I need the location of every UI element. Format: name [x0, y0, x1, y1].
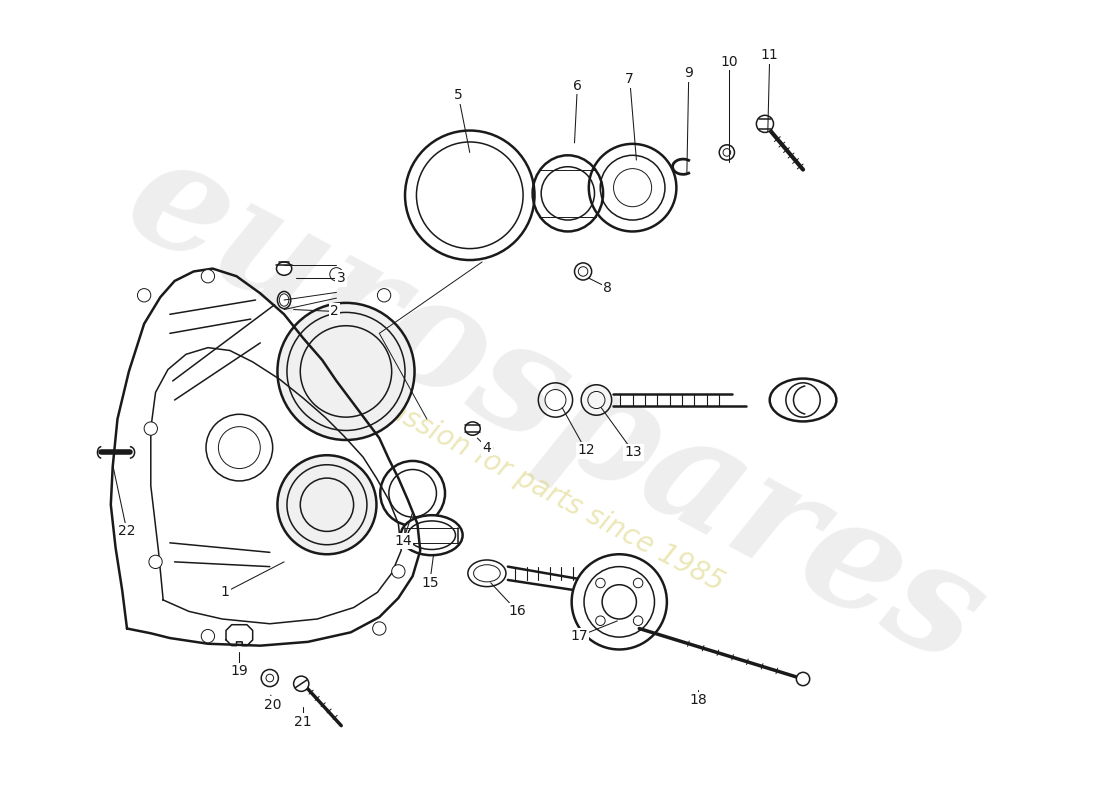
- Text: 3: 3: [337, 271, 345, 285]
- Text: 6: 6: [573, 78, 582, 93]
- Text: 12: 12: [578, 443, 595, 458]
- Text: 17: 17: [571, 629, 588, 643]
- Text: 14: 14: [394, 534, 411, 548]
- Ellipse shape: [770, 378, 836, 422]
- Text: 11: 11: [761, 48, 779, 62]
- Ellipse shape: [465, 422, 481, 435]
- Circle shape: [277, 455, 376, 554]
- Text: 9: 9: [684, 66, 693, 81]
- Text: 18: 18: [690, 693, 707, 707]
- Text: 19: 19: [231, 664, 249, 678]
- Text: eurospares: eurospares: [103, 122, 1008, 698]
- Circle shape: [796, 672, 810, 686]
- Ellipse shape: [276, 262, 292, 275]
- Ellipse shape: [468, 560, 506, 586]
- Circle shape: [373, 622, 386, 635]
- Circle shape: [377, 289, 390, 302]
- Ellipse shape: [277, 291, 290, 309]
- Text: 10: 10: [719, 55, 738, 69]
- Text: 15: 15: [421, 576, 439, 590]
- Text: 4: 4: [483, 441, 492, 454]
- Circle shape: [572, 554, 667, 650]
- Circle shape: [144, 422, 157, 435]
- Circle shape: [581, 385, 612, 415]
- Circle shape: [294, 676, 309, 691]
- Text: 21: 21: [295, 715, 312, 729]
- Text: 16: 16: [508, 604, 526, 618]
- Circle shape: [330, 268, 343, 281]
- Circle shape: [757, 115, 773, 133]
- Text: 5: 5: [454, 88, 463, 102]
- Circle shape: [138, 289, 151, 302]
- Circle shape: [392, 565, 405, 578]
- Text: 7: 7: [626, 72, 634, 86]
- Text: 1: 1: [221, 586, 230, 599]
- Text: a passion for parts since 1985: a passion for parts since 1985: [344, 375, 728, 597]
- Circle shape: [201, 270, 214, 283]
- Circle shape: [148, 555, 162, 569]
- Text: 8: 8: [604, 281, 613, 294]
- Text: 2: 2: [330, 305, 339, 318]
- Circle shape: [277, 303, 415, 440]
- Circle shape: [201, 630, 214, 643]
- Text: 13: 13: [625, 446, 642, 459]
- Text: 22: 22: [118, 524, 135, 538]
- Ellipse shape: [400, 515, 463, 555]
- Text: 20: 20: [264, 698, 282, 712]
